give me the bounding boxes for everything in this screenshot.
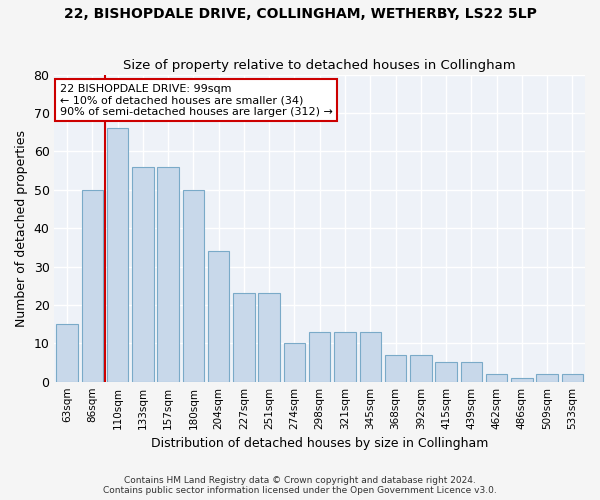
Bar bbox=[107, 128, 128, 382]
Bar bbox=[461, 362, 482, 382]
Y-axis label: Number of detached properties: Number of detached properties bbox=[15, 130, 28, 326]
Bar bbox=[359, 332, 381, 382]
Bar bbox=[284, 344, 305, 382]
Bar bbox=[435, 362, 457, 382]
Title: Size of property relative to detached houses in Collingham: Size of property relative to detached ho… bbox=[124, 59, 516, 72]
Bar bbox=[486, 374, 508, 382]
Bar bbox=[562, 374, 583, 382]
Bar bbox=[208, 251, 229, 382]
Bar bbox=[157, 166, 179, 382]
Bar bbox=[511, 378, 533, 382]
Bar bbox=[309, 332, 331, 382]
Bar bbox=[182, 190, 204, 382]
Text: Contains HM Land Registry data © Crown copyright and database right 2024.
Contai: Contains HM Land Registry data © Crown c… bbox=[103, 476, 497, 495]
Bar bbox=[56, 324, 78, 382]
Bar bbox=[410, 355, 431, 382]
Bar bbox=[132, 166, 154, 382]
Bar bbox=[334, 332, 356, 382]
X-axis label: Distribution of detached houses by size in Collingham: Distribution of detached houses by size … bbox=[151, 437, 488, 450]
Text: 22, BISHOPDALE DRIVE, COLLINGHAM, WETHERBY, LS22 5LP: 22, BISHOPDALE DRIVE, COLLINGHAM, WETHER… bbox=[64, 8, 536, 22]
Bar bbox=[233, 294, 254, 382]
Bar bbox=[259, 294, 280, 382]
Bar bbox=[536, 374, 558, 382]
Bar bbox=[385, 355, 406, 382]
Bar bbox=[82, 190, 103, 382]
Text: 22 BISHOPDALE DRIVE: 99sqm
← 10% of detached houses are smaller (34)
90% of semi: 22 BISHOPDALE DRIVE: 99sqm ← 10% of deta… bbox=[60, 84, 332, 117]
